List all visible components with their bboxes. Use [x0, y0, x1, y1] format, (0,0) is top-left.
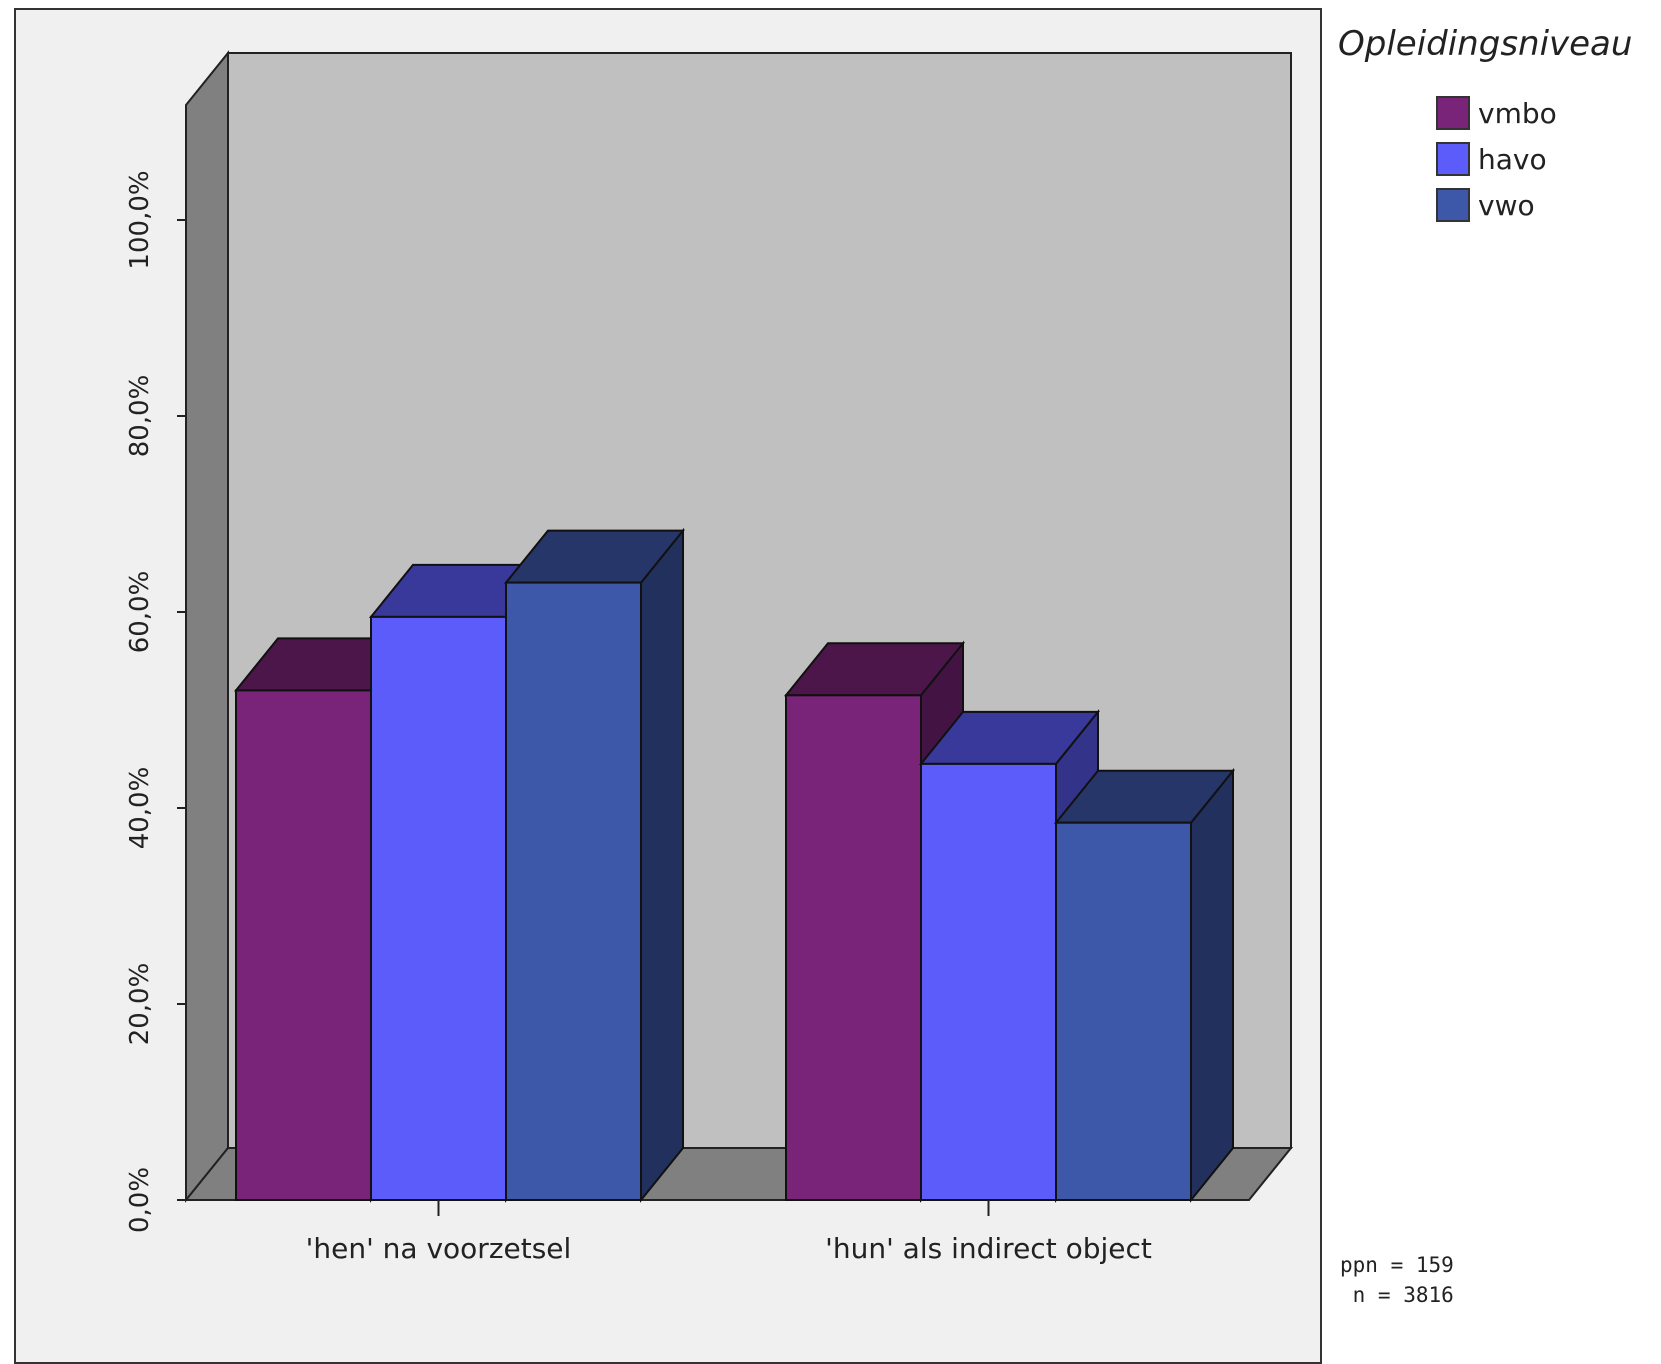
y-tick-label: 20,0% [125, 963, 155, 1046]
bar-front [920, 762, 1057, 1202]
bar-vwo-0 [503, 527, 686, 1203]
y-tick-label: 60,0% [125, 571, 155, 654]
legend-swatch-havo [1436, 142, 1470, 176]
bar-front [1055, 821, 1192, 1201]
footnote: ppn = 159 n = 3816 [1340, 1250, 1454, 1310]
legend-item-vmbo: vmbo [1436, 94, 1557, 132]
legend: Opleidingsniveau vmbo havo vwo [1338, 24, 1658, 222]
legend-label-vwo: vwo [1478, 188, 1535, 222]
bar-side [1190, 767, 1234, 1203]
y-tick-label: 0,0% [125, 1167, 155, 1233]
bar-front [505, 581, 642, 1201]
y-tick-label: 80,0% [125, 375, 155, 458]
legend-label-vmbo: vmbo [1478, 96, 1557, 130]
bar-side [640, 527, 684, 1203]
legend-swatch-vwo [1436, 188, 1470, 222]
legend-label-havo: havo [1478, 142, 1547, 176]
legend-item-vwo: vwo [1436, 186, 1535, 224]
bar-front [235, 689, 372, 1202]
legend-swatch-vmbo [1436, 96, 1470, 130]
footnote-ppn: ppn = 159 [1340, 1253, 1454, 1277]
bar-vwo-1 [1053, 767, 1236, 1203]
legend-title: Opleidingsniveau [1338, 24, 1633, 64]
footnote-n: n = 3816 [1340, 1283, 1454, 1307]
bar-front [785, 694, 922, 1201]
bar-front [370, 615, 507, 1201]
y-tick-label: 100,0% [125, 170, 155, 269]
legend-item-havo: havo [1436, 140, 1547, 178]
x-tick-label: 'hen' na voorzetsel [306, 1232, 572, 1265]
y-tick-label: 40,0% [125, 767, 155, 850]
side-wall [185, 50, 229, 1203]
x-tick-label: 'hun' als indirect object [825, 1232, 1152, 1265]
